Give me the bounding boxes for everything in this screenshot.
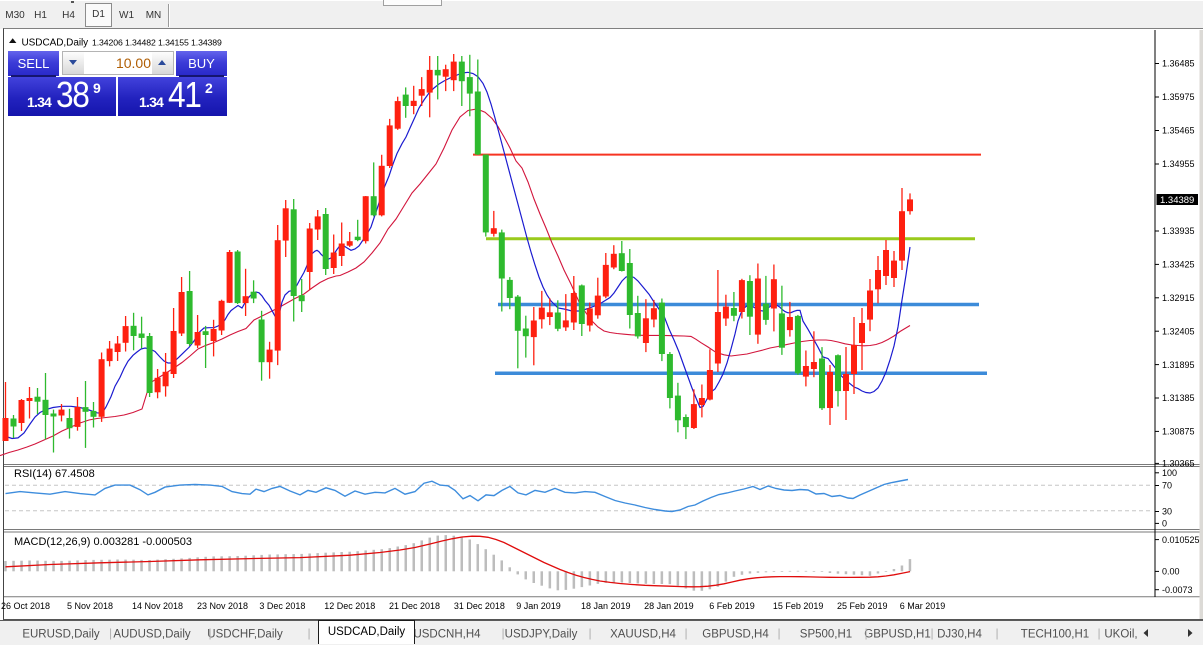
svg-text:14 Nov 2018: 14 Nov 2018 [132, 601, 183, 611]
svg-text:100: 100 [1162, 468, 1177, 478]
svg-text:15 Feb 2019: 15 Feb 2019 [773, 601, 824, 611]
svg-text:1.34206 1.34482 1.34155 1.3438: 1.34206 1.34482 1.34155 1.34389 [92, 38, 222, 48]
svg-text:25 Feb 2019: 25 Feb 2019 [837, 601, 888, 611]
svg-text:0.00: 0.00 [1162, 567, 1180, 577]
svg-text:3 Dec 2018: 3 Dec 2018 [259, 601, 305, 611]
svg-text:0.010525: 0.010525 [1162, 535, 1200, 545]
svg-text:26 Oct 2018: 26 Oct 2018 [1, 601, 50, 611]
svg-text:1.35465: 1.35465 [1162, 126, 1195, 136]
svg-text:1.31385: 1.31385 [1162, 393, 1195, 403]
svg-text:23 Nov 2018: 23 Nov 2018 [197, 601, 248, 611]
svg-text:18 Jan 2019: 18 Jan 2019 [581, 601, 631, 611]
svg-text:12 Dec 2018: 12 Dec 2018 [324, 601, 375, 611]
svg-text:1.36485: 1.36485 [1162, 59, 1195, 69]
svg-text:6 Mar 2019: 6 Mar 2019 [900, 601, 946, 611]
svg-text:1.34389: 1.34389 [1160, 195, 1194, 206]
svg-text:1.32915: 1.32915 [1162, 293, 1195, 303]
svg-text:70: 70 [1162, 481, 1172, 491]
svg-text:1.35975: 1.35975 [1162, 92, 1195, 102]
svg-text:0: 0 [1162, 519, 1167, 529]
svg-text:1.31895: 1.31895 [1162, 360, 1195, 370]
svg-text:6 Feb 2019: 6 Feb 2019 [709, 601, 755, 611]
svg-text:RSI(14) 67.4508: RSI(14) 67.4508 [14, 468, 95, 480]
svg-text:-0.0073: -0.0073 [1162, 585, 1193, 595]
svg-text:30: 30 [1162, 507, 1172, 517]
svg-text:MACD(12,26,9) 0.003281 -0.0005: MACD(12,26,9) 0.003281 -0.000503 [14, 536, 192, 548]
svg-text:1.33935: 1.33935 [1162, 226, 1195, 236]
svg-text:1.30875: 1.30875 [1162, 427, 1195, 437]
svg-text:9 Jan 2019: 9 Jan 2019 [516, 601, 561, 611]
svg-text:21 Dec 2018: 21 Dec 2018 [389, 601, 440, 611]
svg-text:1.33425: 1.33425 [1162, 260, 1195, 270]
svg-text:1.32405: 1.32405 [1162, 326, 1195, 336]
svg-text:28 Jan 2019: 28 Jan 2019 [644, 601, 694, 611]
svg-text:USDCAD,Daily: USDCAD,Daily [22, 38, 89, 49]
svg-text:1.34955: 1.34955 [1162, 159, 1195, 169]
svg-text:31 Dec 2018: 31 Dec 2018 [454, 601, 505, 611]
svg-text:5 Nov 2018: 5 Nov 2018 [67, 601, 113, 611]
